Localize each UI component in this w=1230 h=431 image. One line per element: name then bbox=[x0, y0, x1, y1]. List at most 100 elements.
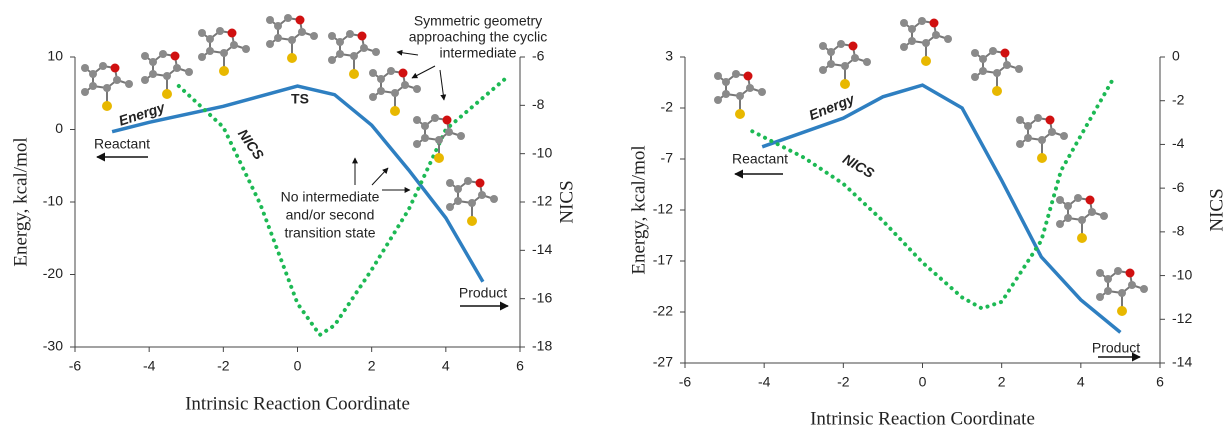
x-tick-label: 0 bbox=[919, 374, 927, 390]
y2-tick-label: -2 bbox=[1172, 91, 1185, 107]
atom bbox=[310, 32, 318, 40]
atom bbox=[1100, 212, 1108, 220]
molecule-icon bbox=[446, 177, 498, 226]
figure: -6-4-20246-30-20-10010-18-16-14-12-10-8-… bbox=[0, 0, 1230, 431]
atom bbox=[819, 66, 827, 74]
oxygen-atom bbox=[228, 29, 237, 38]
atom bbox=[1096, 269, 1104, 277]
atom bbox=[746, 84, 754, 92]
sulfur-atom bbox=[467, 216, 477, 226]
x-tick-label: 6 bbox=[1156, 374, 1164, 390]
y2-tick-label: -16 bbox=[532, 289, 552, 305]
annotation-arrow bbox=[412, 66, 435, 78]
atom bbox=[387, 67, 395, 75]
atom bbox=[360, 44, 368, 52]
atom bbox=[103, 84, 111, 92]
atom bbox=[732, 70, 740, 78]
atom bbox=[714, 96, 722, 104]
atom bbox=[413, 85, 421, 93]
y2-tick-label: -4 bbox=[1172, 135, 1185, 151]
annotation: intermediate bbox=[439, 45, 516, 61]
series-line bbox=[112, 86, 483, 282]
atom bbox=[230, 41, 238, 49]
sulfur-atom bbox=[219, 66, 229, 76]
atom bbox=[284, 14, 292, 22]
atom bbox=[1038, 136, 1046, 144]
atom bbox=[274, 34, 282, 42]
oxygen-atom bbox=[1001, 49, 1010, 58]
atom bbox=[242, 45, 250, 53]
atom bbox=[206, 35, 214, 43]
atom bbox=[185, 68, 193, 76]
atom bbox=[993, 69, 1001, 77]
atom bbox=[288, 36, 296, 44]
atom bbox=[377, 75, 385, 83]
x-tick-label: -2 bbox=[217, 358, 230, 374]
atom bbox=[141, 52, 149, 60]
annotation-arrow bbox=[372, 168, 388, 185]
atom bbox=[413, 116, 421, 124]
atom bbox=[173, 64, 181, 72]
oxygen-atom bbox=[171, 52, 180, 61]
oxygen-atom bbox=[1086, 196, 1095, 205]
atom bbox=[159, 50, 167, 58]
atom bbox=[851, 54, 859, 62]
atom bbox=[454, 197, 462, 205]
atom bbox=[298, 28, 306, 36]
x-tick-label: 4 bbox=[1077, 374, 1085, 390]
atom bbox=[863, 58, 871, 66]
atom bbox=[446, 203, 454, 211]
annotation: approaching the cyclic bbox=[409, 29, 548, 45]
annotation: No intermediate bbox=[281, 189, 380, 205]
atom bbox=[1056, 220, 1064, 228]
x-tick-label: -4 bbox=[758, 374, 771, 390]
atom bbox=[490, 195, 498, 203]
atom bbox=[216, 27, 224, 35]
atom bbox=[435, 136, 443, 144]
oxygen-atom bbox=[744, 72, 753, 81]
y-tick-label: -7 bbox=[661, 150, 674, 166]
atom bbox=[89, 82, 97, 90]
atom bbox=[89, 70, 97, 78]
atom bbox=[1003, 61, 1011, 69]
atom bbox=[989, 47, 997, 55]
y2-tick-label: -12 bbox=[532, 193, 552, 209]
oxygen-atom bbox=[1046, 116, 1055, 125]
annotation-arrow bbox=[440, 70, 444, 100]
atom bbox=[1088, 208, 1096, 216]
atom bbox=[149, 70, 157, 78]
atom bbox=[99, 62, 107, 70]
atom bbox=[1064, 214, 1072, 222]
y2-tick-label: -8 bbox=[1172, 223, 1185, 239]
atom bbox=[1024, 134, 1032, 142]
annotation: Product bbox=[1092, 340, 1140, 356]
atom bbox=[918, 17, 926, 25]
y-axis-label: Energy, kcal/mol bbox=[10, 137, 31, 266]
atom bbox=[198, 29, 206, 37]
atom bbox=[266, 16, 274, 24]
atom bbox=[446, 179, 454, 187]
y-tick-label: -27 bbox=[653, 354, 673, 370]
y-tick-label: 3 bbox=[665, 48, 673, 64]
atom bbox=[220, 49, 228, 57]
atom bbox=[979, 55, 987, 63]
y-tick-label: -20 bbox=[43, 265, 63, 281]
atom bbox=[457, 132, 465, 140]
atom bbox=[714, 72, 722, 80]
atom bbox=[141, 76, 149, 84]
x-tick-label: -4 bbox=[143, 358, 156, 374]
sulfur-atom bbox=[1077, 233, 1087, 243]
x-axis-label: Intrinsic Reaction Coordinate bbox=[185, 393, 410, 414]
annotation: Symmetric geometry bbox=[414, 13, 542, 29]
annotation: Product bbox=[459, 285, 507, 301]
atom bbox=[478, 191, 486, 199]
atom bbox=[971, 49, 979, 57]
sulfur-atom bbox=[735, 109, 745, 119]
x-tick-label: 0 bbox=[294, 358, 302, 374]
y-tick-label: -22 bbox=[653, 303, 673, 319]
sulfur-atom bbox=[840, 79, 850, 89]
y-tick-label: 10 bbox=[47, 48, 63, 64]
atom bbox=[1118, 289, 1126, 297]
x-tick-label: 2 bbox=[368, 358, 376, 374]
y2-tick-label: -14 bbox=[1172, 354, 1192, 370]
